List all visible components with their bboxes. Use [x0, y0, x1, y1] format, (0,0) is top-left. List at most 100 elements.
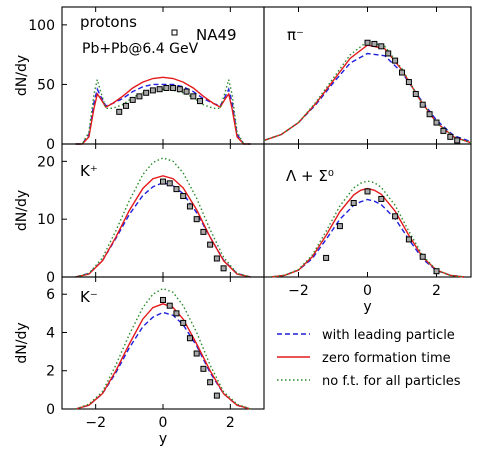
y-tick-label: 6: [46, 287, 55, 303]
data-point: [378, 195, 385, 202]
data-point: [412, 90, 419, 97]
x-tick-label: 2: [226, 415, 235, 431]
y-tick-label: 100: [28, 18, 55, 34]
data-point: [350, 199, 357, 206]
legend-label-zero-formation-time: zero formation time: [322, 351, 451, 366]
data-point: [364, 39, 371, 46]
plot-frame: [263, 143, 472, 278]
series-zero-formation-time: [75, 76, 251, 145]
data-point: [163, 85, 170, 92]
data-point: [166, 302, 173, 309]
data-point: [392, 57, 399, 64]
data-point: [129, 96, 136, 103]
data-point: [454, 137, 461, 144]
data-point: [116, 108, 123, 115]
data-point: [433, 119, 440, 126]
x-tick-label: 0: [363, 283, 372, 299]
data-point: [200, 365, 207, 372]
y-axis-label: dN/dy: [14, 190, 30, 231]
data-point: [173, 310, 180, 317]
legend-label-with-leading-particle: with leading particle: [322, 328, 455, 343]
y-tick-label: 50: [37, 77, 55, 93]
panel-label: K⁻: [80, 288, 98, 306]
series-zero-formation-time: [75, 175, 251, 278]
x-axis-label: y: [363, 299, 371, 315]
series-with-leading-particle: [75, 83, 251, 145]
series-no-f-t-for-all-particles: [75, 157, 251, 278]
data-point: [122, 102, 129, 109]
y-tick-label: 0: [46, 402, 55, 418]
data-point: [173, 186, 180, 193]
data-point: [176, 86, 183, 93]
collision-annotation: Pb+Pb@6.4 GeV: [82, 41, 199, 57]
data-point: [170, 85, 177, 92]
series-with-leading-particle: [270, 198, 465, 278]
data-point: [193, 216, 200, 223]
data-point: [405, 236, 412, 243]
series-with-leading-particle: [263, 52, 472, 143]
series-zero-formation-time: [263, 44, 472, 144]
x-tick-label: −2: [85, 415, 106, 431]
data-point: [336, 223, 343, 230]
y-tick-label: 0: [46, 137, 55, 153]
data-point: [405, 79, 412, 86]
data-point: [385, 50, 392, 57]
data-point: [186, 203, 193, 210]
legend-label-no-ft-all-particles: no f.t. for all particles: [322, 374, 461, 389]
data-point: [180, 193, 187, 200]
data-point: [186, 335, 193, 342]
series-no-f-t-for-all-particles: [263, 40, 472, 144]
data-point: [220, 265, 227, 272]
y-tick-label: 2: [46, 364, 55, 380]
data-point: [193, 350, 200, 357]
series-with-leading-particle: [75, 181, 251, 278]
data-point: [197, 98, 204, 105]
panel-k-minus: −2 0 2 0 2 4 6 K⁻ dN/dy y: [14, 276, 265, 447]
y-axis-label: dN/dy: [14, 55, 30, 96]
panel-k-plus: 0 10 20 K⁺ dN/dy: [14, 143, 265, 286]
data-point: [149, 87, 156, 94]
data-point: [160, 178, 166, 185]
data-point: [419, 253, 426, 260]
data-point: [143, 89, 150, 96]
x-tick-label: 2: [432, 283, 441, 299]
panel-label: Λ + Σ⁰: [286, 167, 334, 185]
data-point: [160, 296, 166, 303]
data-point: [207, 241, 214, 248]
data-point: [213, 392, 220, 399]
y-axis-label: dN/dy: [14, 322, 30, 363]
y-tick-label: 20: [37, 154, 55, 170]
data-point: [392, 213, 399, 220]
panel-label: protons: [80, 13, 137, 31]
data-point: [207, 379, 214, 386]
y-tick-label: 10: [37, 212, 55, 228]
data-point: [166, 180, 173, 187]
na49-label: NA49: [196, 26, 237, 44]
x-tick-label: 0: [159, 415, 168, 431]
panel-lambda-sigma: −2 0 2 Λ + Σ⁰ y: [263, 143, 472, 315]
data-point: [433, 268, 440, 275]
panel-pi-minus: π⁻: [263, 6, 472, 145]
data-point: [399, 69, 405, 76]
na49-marker: [171, 29, 178, 36]
data-point: [136, 93, 143, 100]
data-point: [378, 43, 385, 50]
data-point: [440, 127, 447, 134]
series-zero-formation-time: [75, 303, 251, 410]
legend: with leading particle zero formation tim…: [277, 328, 461, 389]
series-zero-formation-time: [270, 187, 465, 278]
data-point: [364, 188, 371, 195]
data-point: [213, 255, 220, 262]
panel-label: K⁺: [80, 162, 98, 180]
data-point: [419, 101, 426, 108]
panel-label: π⁻: [287, 26, 304, 44]
y-tick-label: 4: [46, 325, 55, 341]
data-point: [156, 86, 163, 93]
data-point: [447, 133, 454, 140]
series-no-f-t-for-all-particles: [270, 180, 465, 278]
data-point: [200, 228, 207, 235]
data-point: [323, 254, 330, 261]
x-axis-label: y: [159, 431, 167, 447]
data-point: [180, 319, 187, 326]
